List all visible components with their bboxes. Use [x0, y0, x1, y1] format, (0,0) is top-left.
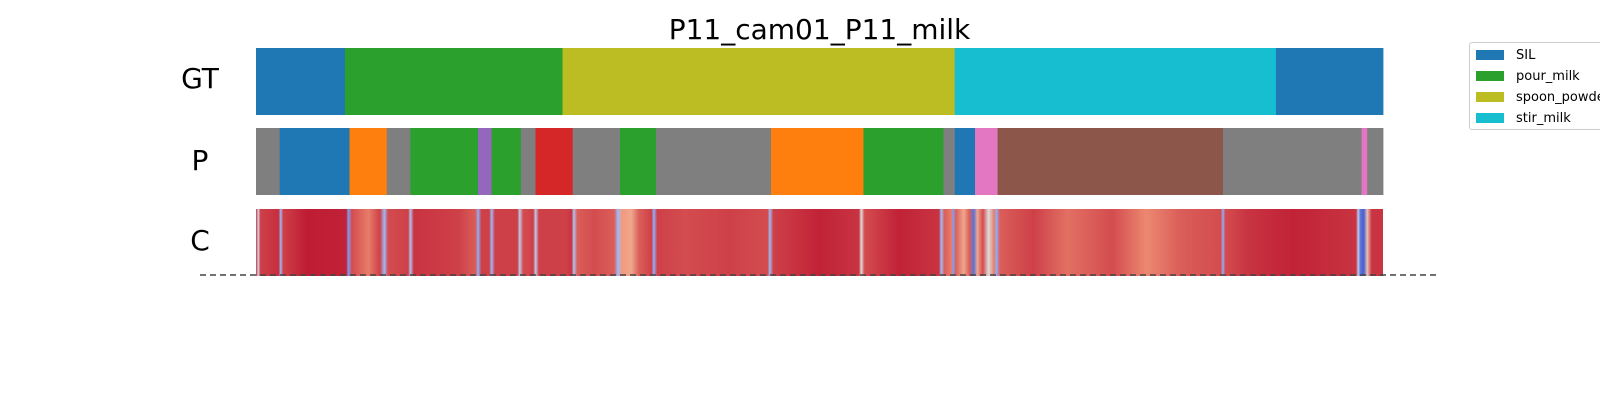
pred-segment-15: [954, 128, 976, 195]
row-label-p: P: [191, 144, 209, 177]
pred-segment-14: [943, 128, 956, 195]
gt-segment-3: [954, 48, 1277, 115]
legend-swatch-pour-milk: [1476, 71, 1504, 81]
gt-segment-4: [1275, 48, 1384, 115]
pred-segment-7: [520, 128, 536, 195]
prediction-row: [256, 128, 1384, 195]
pred-segment-6: [491, 128, 522, 195]
confidence-strip: [256, 209, 1383, 276]
gt-segment-2: [562, 48, 956, 115]
legend-label-spoon-powder: spoon_powder: [1516, 89, 1600, 105]
legend-item-pour-milk: pour_milk: [1476, 67, 1580, 85]
legend-swatch-sil: [1476, 50, 1504, 60]
legend-label-stir-milk: stir_milk: [1516, 110, 1571, 126]
pred-segment-10: [620, 128, 657, 195]
pred-segment-1: [279, 128, 350, 195]
legend-swatch-stir-milk: [1476, 113, 1504, 123]
legend-item-spoon-powder: spoon_powder: [1476, 88, 1600, 106]
pred-segment-8: [535, 128, 574, 195]
legend-item-sil: SIL: [1476, 46, 1535, 64]
pred-segment-5: [478, 128, 492, 195]
confidence-row: [256, 209, 1383, 276]
pred-segment-12: [771, 128, 864, 195]
pred-segment-2: [349, 128, 388, 195]
gt-row: [256, 48, 1384, 115]
pred-segment-9: [572, 128, 621, 195]
chart-title: P11_cam01_P11_milk: [668, 13, 971, 46]
row-label-gt: GT: [181, 62, 219, 95]
row-label-c: C: [190, 224, 210, 257]
pred-segment-0: [256, 128, 281, 195]
legend-item-stir-milk: stir_milk: [1476, 109, 1571, 127]
pred-segment-18: [1222, 128, 1362, 195]
gt-segment-1: [345, 48, 563, 115]
gt-segment-0: [256, 48, 346, 115]
legend-label-pour-milk: pour_milk: [1516, 68, 1580, 84]
pred-segment-3: [386, 128, 411, 195]
legend-label-sil: SIL: [1516, 47, 1536, 63]
pred-segment-4: [410, 128, 479, 195]
pred-segment-17: [997, 128, 1224, 195]
pred-segment-11: [656, 128, 772, 195]
pred-segment-16: [975, 128, 998, 195]
legend: SIL pour_milk spoon_powder stir_milk: [1469, 42, 1600, 130]
pred-segment-19: [1361, 128, 1368, 195]
pred-segment-13: [863, 128, 944, 195]
legend-swatch-spoon-powder: [1476, 92, 1504, 102]
pred-segment-20: [1367, 128, 1384, 195]
